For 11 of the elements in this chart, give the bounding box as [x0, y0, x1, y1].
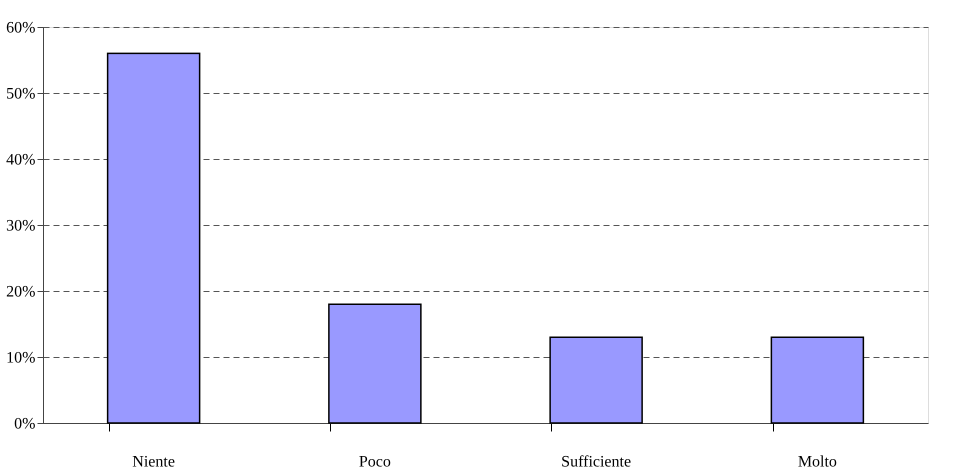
y-tick-label: 60% [6, 20, 36, 36]
x-tick-label: Sufficiente [561, 454, 632, 467]
y-tick-label: 30% [6, 218, 36, 234]
y-tick-label: 0% [14, 416, 36, 432]
x-tick-label: Niente [132, 454, 175, 467]
y-tick-label: 20% [6, 284, 36, 300]
y-tick-label: 10% [6, 350, 36, 366]
y-tick-label: 40% [6, 152, 36, 168]
y-tick-label: 50% [6, 86, 36, 102]
x-tick-label: Molto [798, 454, 837, 467]
x-tick-label: Poco [358, 454, 391, 467]
